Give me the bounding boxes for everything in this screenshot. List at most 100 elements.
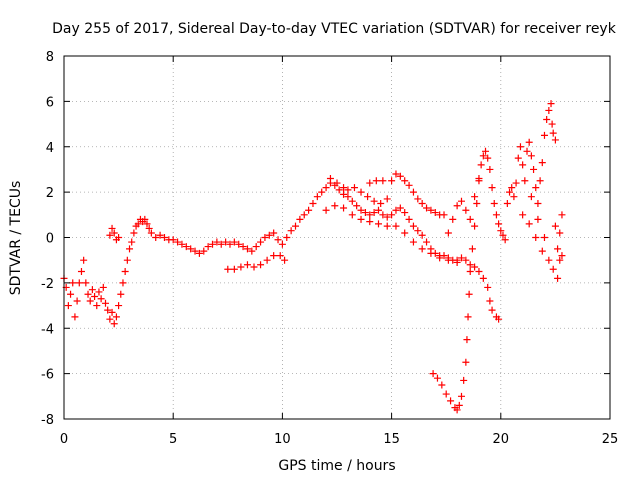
data-point xyxy=(523,147,531,155)
data-point xyxy=(333,179,341,187)
data-point xyxy=(106,315,114,323)
data-point xyxy=(110,229,118,237)
data-point xyxy=(305,206,313,214)
data-point xyxy=(447,397,455,405)
data-point xyxy=(540,131,548,139)
data-point xyxy=(152,234,160,241)
data-point xyxy=(350,184,358,192)
data-point xyxy=(547,100,555,108)
data-point xyxy=(462,256,470,264)
data-point xyxy=(549,265,557,273)
data-point xyxy=(453,406,461,414)
data-point xyxy=(549,129,557,137)
data-point xyxy=(187,245,195,253)
data-point xyxy=(457,392,465,400)
y-tick-label: -8 xyxy=(41,413,54,428)
data-point xyxy=(464,313,472,321)
data-point xyxy=(270,252,278,260)
data-point xyxy=(383,213,391,221)
data-point xyxy=(278,240,286,248)
data-point xyxy=(527,152,535,160)
grid xyxy=(64,56,610,419)
data-point xyxy=(340,204,348,212)
data-point xyxy=(442,390,450,398)
data-point xyxy=(433,374,441,382)
data-point xyxy=(488,306,496,314)
data-point xyxy=(438,381,446,389)
data-point xyxy=(460,376,468,384)
data-point xyxy=(440,211,448,219)
data-point xyxy=(396,172,404,180)
data-point xyxy=(224,265,232,273)
data-point xyxy=(123,256,131,264)
data-point xyxy=(556,229,564,237)
data-point xyxy=(495,220,503,228)
data-point xyxy=(357,188,365,196)
data-point xyxy=(115,302,123,310)
data-point xyxy=(281,256,289,264)
data-point xyxy=(503,199,511,207)
data-point xyxy=(361,209,369,217)
data-point xyxy=(213,238,221,246)
data-point xyxy=(466,215,474,223)
data-point xyxy=(449,215,457,223)
data-point xyxy=(423,238,431,246)
y-tick-label: 8 xyxy=(46,50,54,65)
data-point xyxy=(530,165,538,173)
data-point xyxy=(418,199,426,207)
data-point xyxy=(519,211,527,219)
data-point xyxy=(276,252,284,260)
data-point xyxy=(392,222,400,230)
data-point xyxy=(353,202,361,210)
data-point xyxy=(379,211,387,219)
data-point xyxy=(270,229,278,237)
data-point xyxy=(99,283,107,291)
data-point xyxy=(479,274,487,282)
data-point xyxy=(554,274,562,282)
data-point xyxy=(357,215,365,223)
data-point xyxy=(178,240,186,248)
data-point xyxy=(423,204,431,212)
data-point xyxy=(409,238,417,246)
data-point xyxy=(248,247,256,255)
data-point xyxy=(377,199,385,207)
data-point xyxy=(486,165,494,173)
y-tick-label: 6 xyxy=(46,95,54,110)
series-upper-trace xyxy=(106,170,448,244)
data-point xyxy=(501,236,509,244)
data-point xyxy=(431,209,439,217)
data-point xyxy=(235,240,243,248)
data-point xyxy=(545,256,553,264)
data-point xyxy=(340,184,348,192)
data-point xyxy=(230,265,238,273)
data-point xyxy=(287,227,295,235)
series-lower-trace xyxy=(224,202,461,273)
data-point xyxy=(543,116,551,124)
data-point xyxy=(77,268,85,276)
data-point xyxy=(536,177,544,185)
data-point xyxy=(462,358,470,366)
data-point xyxy=(134,220,142,228)
data-point xyxy=(80,256,88,264)
data-point xyxy=(121,268,129,276)
data-point xyxy=(444,229,452,237)
data-point xyxy=(484,283,492,291)
data-point xyxy=(67,290,75,298)
data-point xyxy=(471,263,479,271)
data-point xyxy=(222,238,230,246)
x-tick-label: 25 xyxy=(602,432,619,447)
y-axis-label: SDTVAR / TECUs xyxy=(8,181,24,296)
data-point xyxy=(414,195,422,203)
data-point xyxy=(357,206,365,214)
data-point xyxy=(73,297,81,305)
data-point xyxy=(226,240,234,248)
data-point xyxy=(239,243,247,251)
data-point xyxy=(396,204,404,212)
data-point xyxy=(392,206,400,214)
data-point xyxy=(436,254,444,262)
series-late-spikes xyxy=(444,100,566,282)
data-point xyxy=(401,209,409,217)
data-point xyxy=(414,227,422,235)
data-point xyxy=(409,188,417,196)
